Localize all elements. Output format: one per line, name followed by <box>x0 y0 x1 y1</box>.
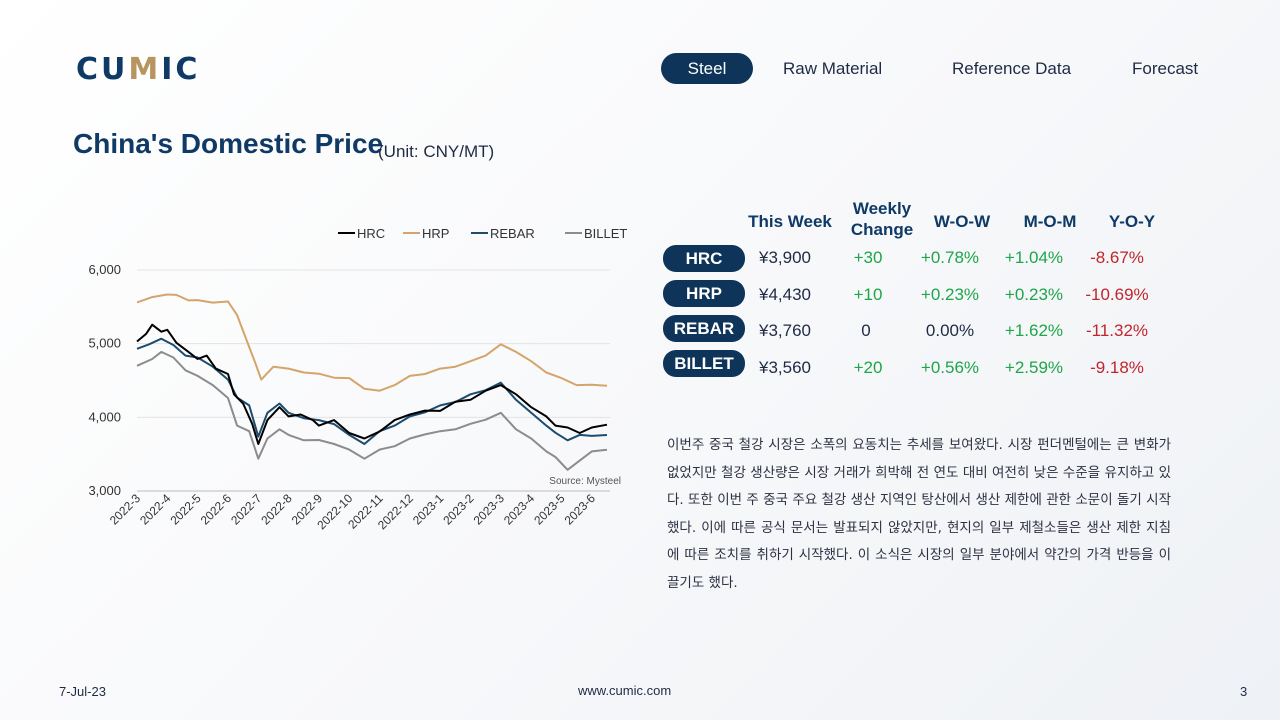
cell-this-week: ¥4,430 <box>759 285 811 304</box>
price-line-chart: HRC HRP REBAR BILLET 3,000 4,000 5,000 6,000 2… <box>88 226 627 532</box>
series-line-billet <box>136 350 608 471</box>
cell-yoy: -10.69% <box>1085 285 1149 304</box>
badge-hrc: HRC <box>663 245 745 272</box>
col-this-week: This Week <box>748 212 832 231</box>
cell-wow: 0.00% <box>925 321 975 340</box>
unit-label: (Unit: CNY/MT) <box>378 142 495 161</box>
legend-label: HRP <box>422 226 449 241</box>
nav-tab-raw-material[interactable]: Raw Material <box>783 59 883 78</box>
cell-yoy: -11.32% <box>1085 321 1149 340</box>
footer-url[interactable]: www.cumic.com <box>578 683 672 698</box>
x-tick-label: 2023-2 <box>440 491 477 528</box>
col-wow: W-O-W <box>933 212 991 231</box>
badge-rebar: REBAR <box>663 315 745 342</box>
y-tick-label: 6,000 <box>88 262 121 277</box>
cell-this-week: ¥3,760 <box>759 321 811 340</box>
cell-mom: +1.04% <box>1004 248 1064 267</box>
cell-this-week: ¥3,900 <box>759 248 811 267</box>
x-axis-labels: 2022-32022-42022-52022-62022-72022-82022… <box>107 491 598 532</box>
cell-this-week: ¥3,560 <box>759 358 811 377</box>
logo-text: CUMIC <box>76 52 201 87</box>
cell-mom: +2.59% <box>1004 358 1064 377</box>
nav-tab-reference-data[interactable]: Reference Data <box>952 59 1072 78</box>
cell-weekly-change: 0 <box>861 321 871 340</box>
chart-series <box>136 293 608 471</box>
cell-weekly-change: +30 <box>853 248 883 267</box>
cell-mom: +0.23% <box>1004 285 1064 304</box>
y-tick-label: 3,000 <box>88 483 121 498</box>
legend-label: BILLET <box>584 226 627 241</box>
cell-mom: +1.62% <box>1004 321 1064 340</box>
x-tick-label: 2023-4 <box>501 491 538 528</box>
x-tick-label: 2023-5 <box>531 491 568 528</box>
chart-grid: 3,000 4,000 5,000 6,000 <box>88 262 610 498</box>
cell-weekly-change: +10 <box>853 285 883 304</box>
footer-date: 7-Jul-23 <box>59 684 106 699</box>
col-mom: M-O-M <box>1023 212 1077 231</box>
cell-yoy: -8.67% <box>1090 248 1144 267</box>
chart-legend: HRC HRP REBAR BILLET <box>338 226 627 241</box>
badge-hrp: HRP <box>663 280 745 307</box>
cell-wow: +0.23% <box>920 285 980 304</box>
legend-label: REBAR <box>490 226 535 241</box>
y-tick-label: 4,000 <box>88 409 121 424</box>
y-tick-label: 5,000 <box>88 336 121 351</box>
x-tick-label: 2022-4 <box>137 491 174 528</box>
x-tick-label: 2023-1 <box>410 491 447 528</box>
x-tick-label: 2022-8 <box>258 491 295 528</box>
col-yoy: Y-O-Y <box>1108 212 1156 231</box>
legend-label: HRC <box>357 226 385 241</box>
x-tick-label: 2022-7 <box>228 491 265 528</box>
nav-tab-steel[interactable]: Steel <box>661 53 753 84</box>
x-tick-label: 2023-6 <box>562 491 599 528</box>
x-tick-label: 2022-5 <box>167 491 204 528</box>
page-title: China's Domestic Price <box>73 128 384 159</box>
nav-tab-forecast[interactable]: Forecast <box>1132 59 1199 78</box>
series-line-hrp <box>136 293 608 392</box>
cell-weekly-change: +20 <box>853 358 883 377</box>
cell-yoy: -9.18% <box>1090 358 1144 377</box>
series-line-rebar <box>136 337 608 445</box>
market-commentary: 이번주 중국 철강 시장은 소폭의 요동치는 추세를 보여왔다. 시장 펀더멘털… <box>667 437 1171 591</box>
col-weekly-change: Weekly Change <box>850 199 914 239</box>
x-tick-label: 2022-6 <box>198 491 235 528</box>
x-tick-label: 2023-3 <box>471 491 508 528</box>
cell-wow: +0.78% <box>920 248 980 267</box>
chart-source: Source: Mysteel <box>549 476 621 487</box>
badge-billet: BILLET <box>663 350 745 377</box>
cumic-logo: CUMIC <box>76 52 200 87</box>
series-line-hrc <box>136 323 608 445</box>
cell-wow: +0.56% <box>920 358 980 377</box>
page-number: 3 <box>1240 684 1248 699</box>
